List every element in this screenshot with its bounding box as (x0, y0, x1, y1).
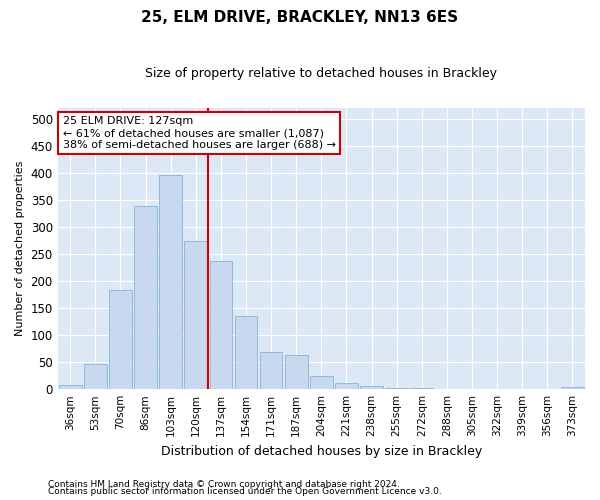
Bar (285, 355, 308, 389)
Bar (209, 260, 232, 389)
Bar (235, 316, 257, 389)
Bar (134, 206, 157, 389)
Bar (184, 240, 207, 389)
Text: Contains HM Land Registry data © Crown copyright and database right 2024.: Contains HM Land Registry data © Crown c… (48, 480, 400, 489)
Text: 25 ELM DRIVE: 127sqm
← 61% of detached houses are smaller (1,087)
38% of semi-de: 25 ELM DRIVE: 127sqm ← 61% of detached h… (63, 116, 336, 150)
Bar (561, 387, 584, 389)
Bar (260, 352, 283, 389)
Title: Size of property relative to detached houses in Brackley: Size of property relative to detached ho… (145, 68, 497, 80)
Bar (461, 388, 484, 389)
Bar (310, 376, 332, 389)
Bar (486, 388, 508, 389)
Bar (436, 388, 458, 389)
Bar (109, 290, 132, 389)
Bar (385, 388, 408, 389)
Y-axis label: Number of detached properties: Number of detached properties (15, 161, 25, 336)
Bar (59, 385, 82, 389)
Bar (335, 382, 358, 389)
Text: 25, ELM DRIVE, BRACKLEY, NN13 6ES: 25, ELM DRIVE, BRACKLEY, NN13 6ES (142, 10, 458, 25)
Bar (360, 386, 383, 389)
Bar (84, 364, 107, 389)
Text: Contains public sector information licensed under the Open Government Licence v3: Contains public sector information licen… (48, 487, 442, 496)
Bar (160, 174, 182, 389)
Bar (410, 388, 433, 389)
X-axis label: Distribution of detached houses by size in Brackley: Distribution of detached houses by size … (161, 444, 482, 458)
